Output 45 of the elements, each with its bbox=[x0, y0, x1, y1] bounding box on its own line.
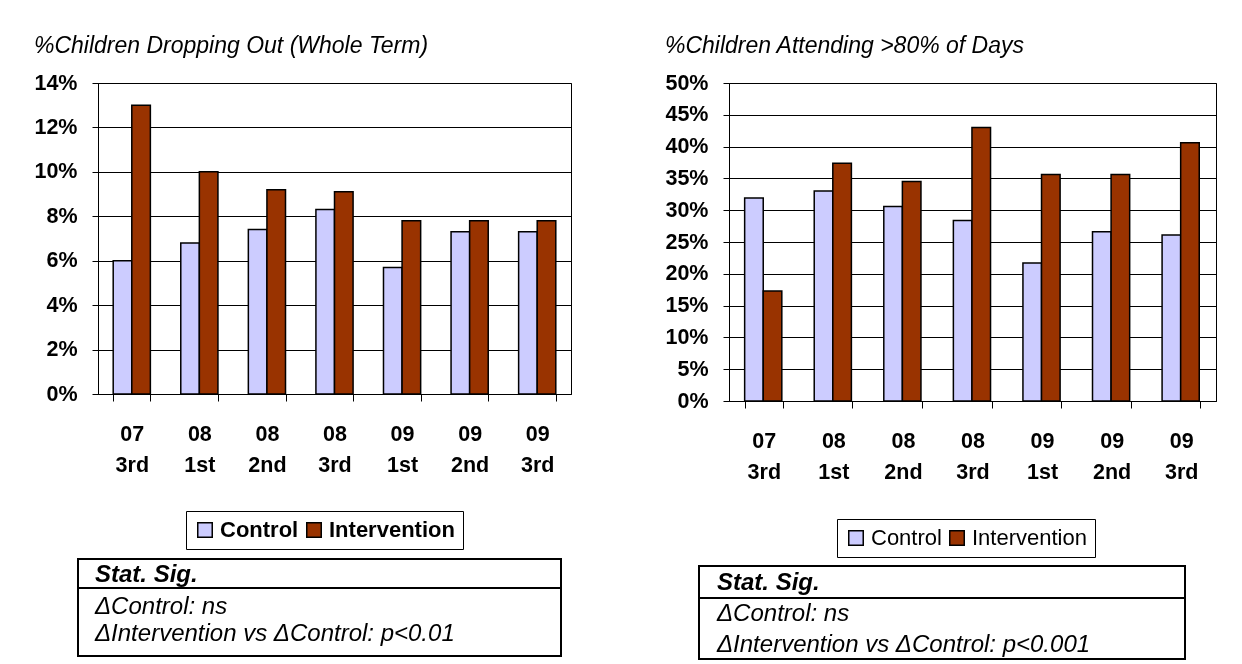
y-tick-label: 10% bbox=[665, 324, 709, 349]
y-tick-label: 14% bbox=[34, 70, 78, 95]
text: ΔIntervention vs ΔControl: p<0.001 bbox=[716, 630, 1091, 657]
x-tick-label: 09 1st bbox=[1027, 428, 1059, 484]
legend-label: Control bbox=[871, 525, 942, 550]
y-tick-label: 8% bbox=[46, 203, 78, 228]
y-tick-label: 0% bbox=[46, 381, 78, 406]
y-tick-label: 35% bbox=[665, 165, 709, 190]
y-tick-label: 4% bbox=[46, 292, 78, 317]
x-tick-label: 07 3rd bbox=[115, 421, 150, 477]
y-tick-label: 50% bbox=[665, 70, 709, 95]
y-tick-label: 0% bbox=[677, 388, 709, 413]
x-tick-label: 08 1st bbox=[184, 421, 216, 477]
x-tick-label: 09 2nd bbox=[451, 421, 490, 477]
y-tick-label: 30% bbox=[665, 197, 709, 222]
y-tick-label: 5% bbox=[677, 356, 709, 381]
text: ΔControl: ns bbox=[94, 592, 228, 619]
y-tick-label: 20% bbox=[665, 261, 709, 286]
text: Stat. Sig. bbox=[717, 568, 820, 595]
text: ΔIntervention vs ΔControl: p<0.01 bbox=[94, 619, 455, 646]
y-tick-label: 40% bbox=[665, 134, 709, 159]
y-tick-label: 6% bbox=[46, 248, 78, 273]
y-tick-label: 15% bbox=[665, 293, 709, 318]
x-tick-label: 09 3rd bbox=[520, 421, 555, 477]
x-tick-label: 08 2nd bbox=[884, 428, 923, 484]
x-tick-label: 09 3rd bbox=[1164, 428, 1199, 484]
chart-title: %Children Dropping Out (Whole Term) bbox=[33, 32, 429, 58]
y-tick-label: 10% bbox=[34, 159, 78, 184]
x-tick-label: 08 1st bbox=[818, 428, 850, 484]
text: Stat. Sig. bbox=[95, 559, 198, 587]
y-tick-label: 25% bbox=[665, 229, 709, 254]
chart-title: %Children Attending >80% of Days bbox=[664, 32, 1025, 58]
x-tick-label: 08 2nd bbox=[248, 421, 287, 477]
text: ΔControl: ns bbox=[716, 599, 850, 626]
x-tick-label: 09 1st bbox=[387, 421, 419, 477]
y-tick-label: 45% bbox=[665, 102, 709, 127]
x-tick-label: 08 3rd bbox=[956, 428, 990, 484]
legend-label: Control bbox=[220, 517, 299, 542]
x-tick-label: 08 3rd bbox=[318, 421, 352, 477]
y-tick-label: 12% bbox=[34, 114, 78, 139]
legend-label: Intervention bbox=[972, 525, 1087, 550]
legend-label: Intervention bbox=[329, 517, 455, 542]
x-tick-label: 07 3rd bbox=[747, 428, 782, 484]
y-tick-label: 2% bbox=[46, 337, 78, 362]
x-tick-label: 09 2nd bbox=[1093, 428, 1132, 484]
